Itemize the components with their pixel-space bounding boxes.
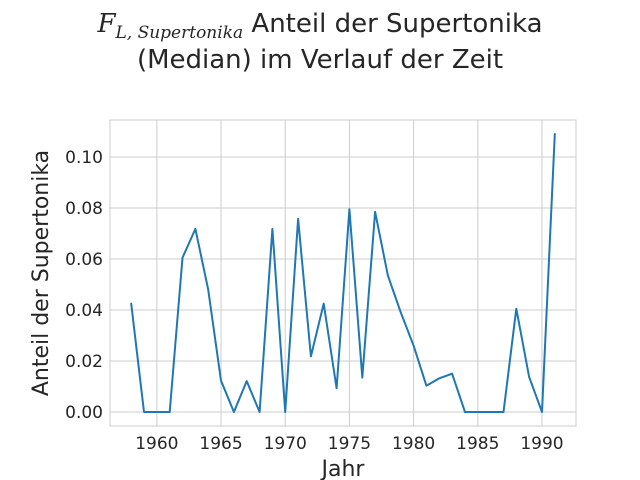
x-tick-label: 1985 <box>456 434 499 454</box>
title-math-symbol: FL, Supertonika <box>97 9 244 44</box>
series-line <box>130 133 556 413</box>
x-tick-label: 1970 <box>264 434 307 454</box>
y-tick-label: 0.08 <box>65 199 103 219</box>
y-tick-label: 0.10 <box>65 148 103 168</box>
y-tick-label: 0.06 <box>65 250 103 270</box>
x-tick-label: 1980 <box>392 434 435 454</box>
chart-title-line1: FL, Supertonika Anteil der Supertonika <box>0 8 640 50</box>
y-tick-label: 0.00 <box>65 403 103 423</box>
plot-frame <box>109 119 577 427</box>
chart-title-line2: (Median) im Verlauf der Zeit <box>136 45 504 75</box>
y-tick-label: 0.04 <box>65 301 103 321</box>
y-tick-label: 0.02 <box>65 352 103 372</box>
x-tick-label: 1975 <box>328 434 371 454</box>
x-axis-label: Jahr <box>320 457 366 480</box>
series-layer <box>130 133 556 413</box>
x-tick-labels: 1960 1965 1970 1975 1980 1985 1990 <box>135 434 563 454</box>
x-tick-label: 1990 <box>520 434 563 454</box>
grid <box>110 120 576 426</box>
y-tick-labels: 0.00 0.02 0.04 0.06 0.08 0.10 <box>65 148 103 423</box>
title-text: Anteil der Supertonika <box>251 9 543 39</box>
y-axis-label: Anteil der Supertonika <box>29 150 54 396</box>
x-tick-label: 1960 <box>135 434 178 454</box>
x-tick-label: 1965 <box>199 434 242 454</box>
